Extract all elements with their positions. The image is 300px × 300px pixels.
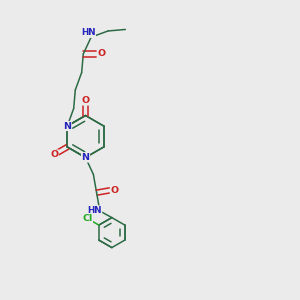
Text: N: N [63,122,71,130]
Text: O: O [50,150,59,159]
Text: HN: HN [81,28,95,38]
Text: HN: HN [87,206,102,215]
Text: Cl: Cl [82,214,92,223]
Text: O: O [97,50,105,58]
Text: O: O [81,96,90,105]
Text: N: N [82,153,89,162]
Text: O: O [110,186,118,195]
